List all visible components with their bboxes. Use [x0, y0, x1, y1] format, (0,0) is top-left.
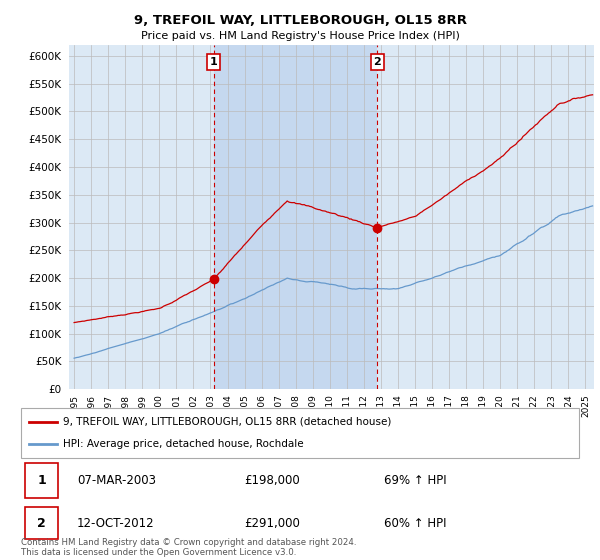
Text: Price paid vs. HM Land Registry's House Price Index (HPI): Price paid vs. HM Land Registry's House …	[140, 31, 460, 41]
FancyBboxPatch shape	[25, 507, 58, 539]
Text: 9, TREFOIL WAY, LITTLEBOROUGH, OL15 8RR: 9, TREFOIL WAY, LITTLEBOROUGH, OL15 8RR	[133, 14, 467, 27]
Text: 2: 2	[37, 516, 46, 530]
Text: 60% ↑ HPI: 60% ↑ HPI	[384, 516, 446, 530]
Text: HPI: Average price, detached house, Rochdale: HPI: Average price, detached house, Roch…	[63, 439, 304, 449]
Text: 1: 1	[209, 57, 217, 67]
FancyBboxPatch shape	[25, 463, 58, 498]
Text: 69% ↑ HPI: 69% ↑ HPI	[384, 474, 446, 487]
Text: 1: 1	[37, 474, 46, 487]
Text: 9, TREFOIL WAY, LITTLEBOROUGH, OL15 8RR (detached house): 9, TREFOIL WAY, LITTLEBOROUGH, OL15 8RR …	[63, 417, 391, 427]
Text: £291,000: £291,000	[244, 516, 300, 530]
Text: £198,000: £198,000	[244, 474, 300, 487]
Text: Contains HM Land Registry data © Crown copyright and database right 2024.
This d: Contains HM Land Registry data © Crown c…	[21, 538, 356, 557]
FancyBboxPatch shape	[21, 408, 579, 458]
Text: 12-OCT-2012: 12-OCT-2012	[77, 516, 154, 530]
Text: 2: 2	[373, 57, 381, 67]
Bar	[214, 45, 377, 389]
Text: 07-MAR-2003: 07-MAR-2003	[77, 474, 156, 487]
